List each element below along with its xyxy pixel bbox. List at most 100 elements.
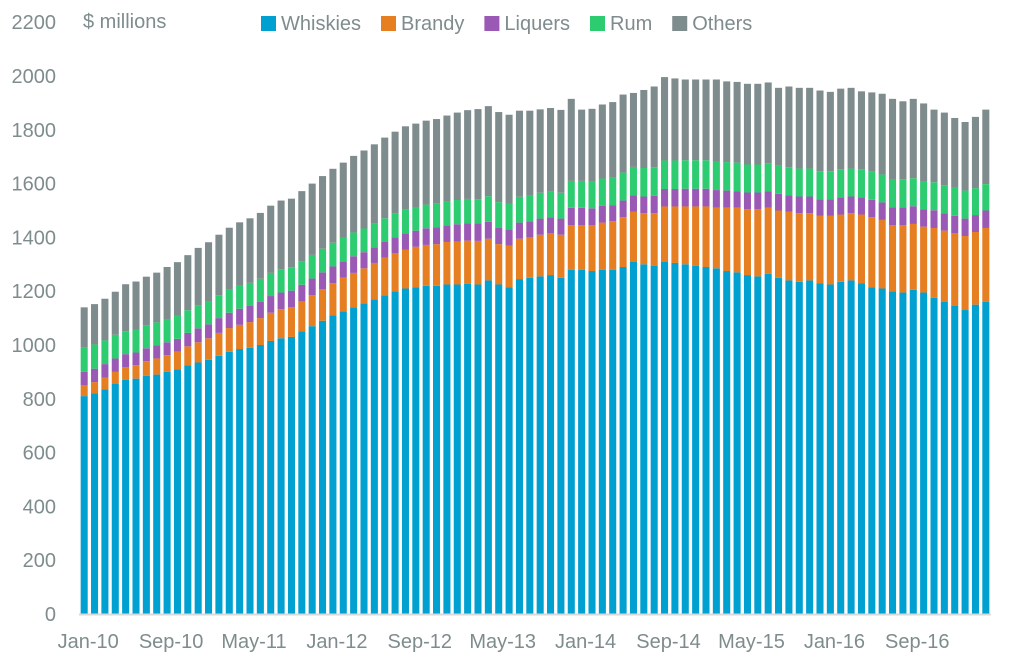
bar-stack-Nov-16 xyxy=(930,109,938,614)
bar-stack-Feb-11 xyxy=(215,234,223,614)
bar-liquers xyxy=(515,222,523,239)
bar-whiskies xyxy=(681,264,689,614)
bar-liquers xyxy=(982,210,990,228)
bar-stack-Jul-15 xyxy=(764,82,772,614)
bar-stack-Oct-12 xyxy=(422,120,430,614)
bar-rum xyxy=(795,168,803,197)
bar-liquers xyxy=(453,224,461,242)
bar-stack-Jan-17 xyxy=(951,117,959,614)
bar-liquers xyxy=(588,208,596,226)
bar-stack-May-15 xyxy=(743,83,751,614)
bar-rum xyxy=(826,171,834,200)
bar-brandy xyxy=(868,217,876,288)
bar-rum xyxy=(754,164,762,193)
bar-rum xyxy=(598,178,606,206)
bar-liquers xyxy=(909,206,917,224)
legend-item-brandy: Brandy xyxy=(381,13,464,35)
bar-liquers xyxy=(733,191,741,208)
bar-others xyxy=(205,242,213,302)
bar-stack-Dec-16 xyxy=(940,112,948,614)
bar-others xyxy=(153,272,161,323)
bar-liquers xyxy=(381,241,389,258)
bar-whiskies xyxy=(971,304,979,614)
bar-whiskies xyxy=(785,280,793,614)
bar-brandy xyxy=(889,225,897,292)
bar-stack-Oct-14 xyxy=(671,78,679,614)
bar-whiskies xyxy=(619,266,627,614)
bar-stack-Jun-11 xyxy=(256,212,264,614)
bar-liquers xyxy=(857,197,865,215)
bar-rum xyxy=(847,168,855,197)
bar-others xyxy=(940,112,948,186)
bar-others xyxy=(91,304,99,345)
bar-liquers xyxy=(80,371,88,386)
bar-stack-Nov-10 xyxy=(184,255,192,614)
bar-brandy xyxy=(681,206,689,265)
bar-brandy xyxy=(412,246,420,288)
bar-rum xyxy=(80,347,88,372)
bar-rum xyxy=(775,165,783,194)
bar-rum xyxy=(971,188,979,216)
bar-rum xyxy=(132,329,140,353)
bar-whiskies xyxy=(256,345,264,614)
bar-rum xyxy=(267,272,275,297)
bar-liquers xyxy=(609,205,617,222)
bar-stack-Apr-14 xyxy=(609,102,617,614)
bar-others xyxy=(474,109,482,200)
bar-stack-May-12 xyxy=(370,144,378,614)
bar-stack-Apr-17 xyxy=(982,109,990,614)
bar-liquers xyxy=(712,190,720,208)
bar-rum xyxy=(153,322,161,346)
y-tick-label: 800 xyxy=(23,389,56,411)
bar-rum xyxy=(474,199,482,224)
bar-stack-Nov-15 xyxy=(806,87,814,614)
bar-rum xyxy=(298,261,306,285)
bar-others xyxy=(857,91,865,170)
bar-whiskies xyxy=(598,269,606,614)
bar-rum xyxy=(111,334,119,359)
y-tick-label: 1000 xyxy=(12,335,57,357)
bar-liquers xyxy=(806,196,814,214)
bar-brandy xyxy=(826,215,834,285)
bar-brandy xyxy=(629,211,637,262)
bar-rum xyxy=(681,160,689,189)
bar-whiskies xyxy=(505,287,513,614)
bar-stack-Jul-16 xyxy=(889,98,897,614)
x-tick-label: Sep-10 xyxy=(139,631,204,653)
bar-liquers xyxy=(370,247,378,263)
bar-brandy xyxy=(101,377,109,390)
bar-others xyxy=(930,109,938,183)
bar-stack-Mar-10 xyxy=(101,298,109,614)
bar-brandy xyxy=(785,211,793,281)
bar-rum xyxy=(785,167,793,196)
bar-stack-Jun-15 xyxy=(754,83,762,614)
bar-rum xyxy=(629,166,637,196)
bar-liquers xyxy=(961,218,969,237)
bar-stack-Mar-13 xyxy=(474,109,482,614)
bar-liquers xyxy=(173,338,181,352)
bar-brandy xyxy=(329,283,337,316)
bar-stack-May-11 xyxy=(246,218,254,614)
bar-stack-Jul-11 xyxy=(267,205,275,614)
bar-brandy xyxy=(267,312,275,341)
bar-others xyxy=(319,176,327,249)
bar-others xyxy=(681,79,689,161)
bar-others xyxy=(298,191,306,262)
bar-brandy xyxy=(733,207,741,273)
bar-liquers xyxy=(754,192,762,210)
bar-whiskies xyxy=(547,275,555,614)
bar-liquers xyxy=(598,205,606,223)
bar-liquers xyxy=(339,261,347,278)
bar-whiskies xyxy=(277,338,285,614)
bar-whiskies xyxy=(982,301,990,614)
bar-stack-Feb-15 xyxy=(712,79,720,614)
bars xyxy=(80,77,990,615)
bar-rum xyxy=(661,160,669,189)
bar-liquers xyxy=(101,364,109,378)
bar-others xyxy=(484,106,492,197)
bar-liquers xyxy=(308,278,316,296)
bar-whiskies xyxy=(692,265,700,614)
bar-rum xyxy=(857,169,865,198)
legend-label: Whiskies xyxy=(281,13,361,35)
bar-rum xyxy=(764,163,772,192)
